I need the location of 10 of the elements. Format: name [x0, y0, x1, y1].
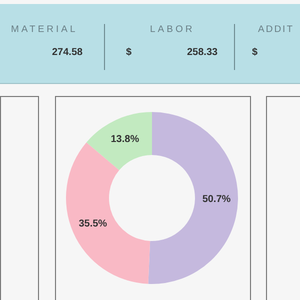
text: MATERIAL [11, 24, 78, 35]
text: $ [252, 47, 258, 58]
text: ADDIT [258, 24, 294, 35]
data-label: 35.5% [78, 218, 108, 230]
text: $ [126, 47, 132, 58]
data-label: 13.8% [110, 134, 140, 146]
text: 274.58 [52, 47, 83, 58]
text: LABOR [150, 24, 195, 35]
data-label: 50.7% [202, 194, 231, 206]
text: 258.33 [187, 47, 218, 58]
